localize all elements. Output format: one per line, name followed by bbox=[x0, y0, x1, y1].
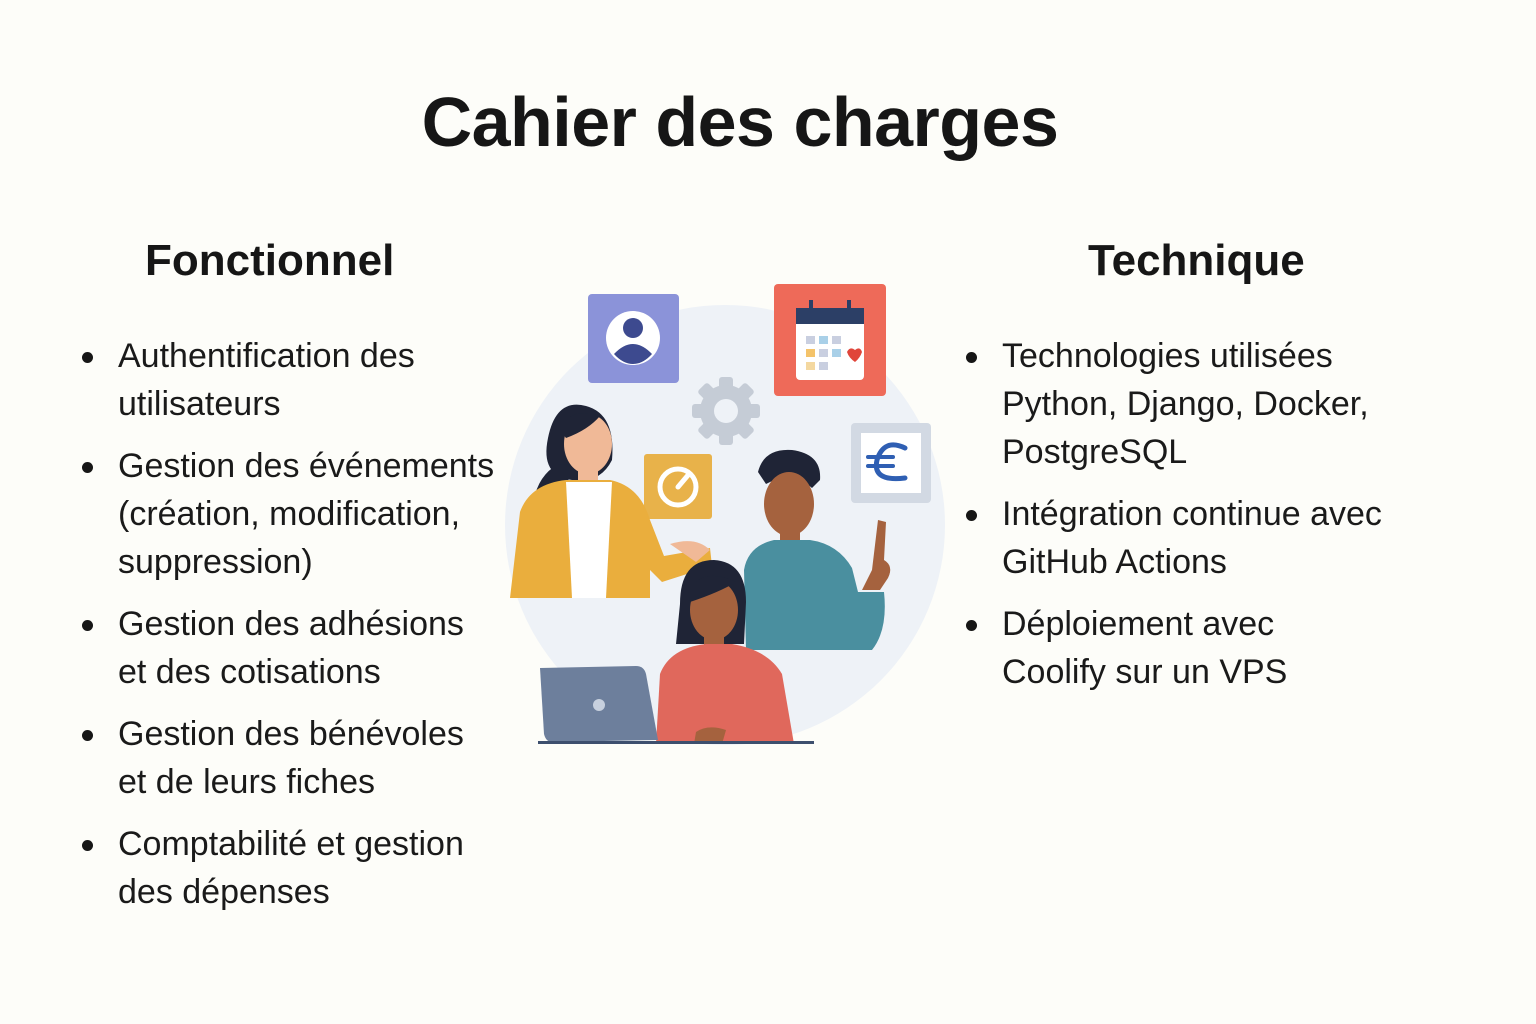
woman-laptop-figure bbox=[656, 560, 794, 744]
dashboard-icon bbox=[644, 454, 712, 519]
list-item: Technologies utilisées Python, Django, D… bbox=[964, 332, 1402, 476]
team-illustration bbox=[505, 284, 945, 745]
list-item: Authentification des utilisateurs bbox=[80, 332, 418, 428]
list-item: Comptabilité et gestion des dépenses bbox=[80, 820, 518, 916]
user-profile-icon bbox=[588, 294, 679, 383]
gear-icon bbox=[692, 377, 760, 445]
list-item: Déploiement avec Coolify sur un VPS bbox=[964, 600, 1302, 696]
technique-heading: Technique bbox=[1088, 236, 1305, 285]
calendar-icon bbox=[774, 284, 886, 396]
page-title: Cahier des charges bbox=[421, 83, 1059, 161]
fonctionnel-list: Authentification des utilisateurs Gestio… bbox=[80, 332, 520, 930]
list-item: Gestion des événements (création, modifi… bbox=[80, 442, 498, 586]
list-item: Gestion des bénévoles et de leurs fiches bbox=[80, 710, 498, 806]
list-item: Gestion des adhésions et des cotisations bbox=[80, 600, 498, 696]
list-item: Intégration continue avec GitHub Actions bbox=[964, 490, 1412, 586]
man-figure bbox=[744, 449, 891, 650]
fonctionnel-heading: Fonctionnel bbox=[145, 236, 395, 285]
laptop-icon bbox=[538, 666, 814, 744]
technique-list: Technologies utilisées Python, Django, D… bbox=[964, 332, 1434, 710]
woman-presenter-figure bbox=[510, 404, 712, 598]
euro-icon bbox=[851, 423, 931, 503]
